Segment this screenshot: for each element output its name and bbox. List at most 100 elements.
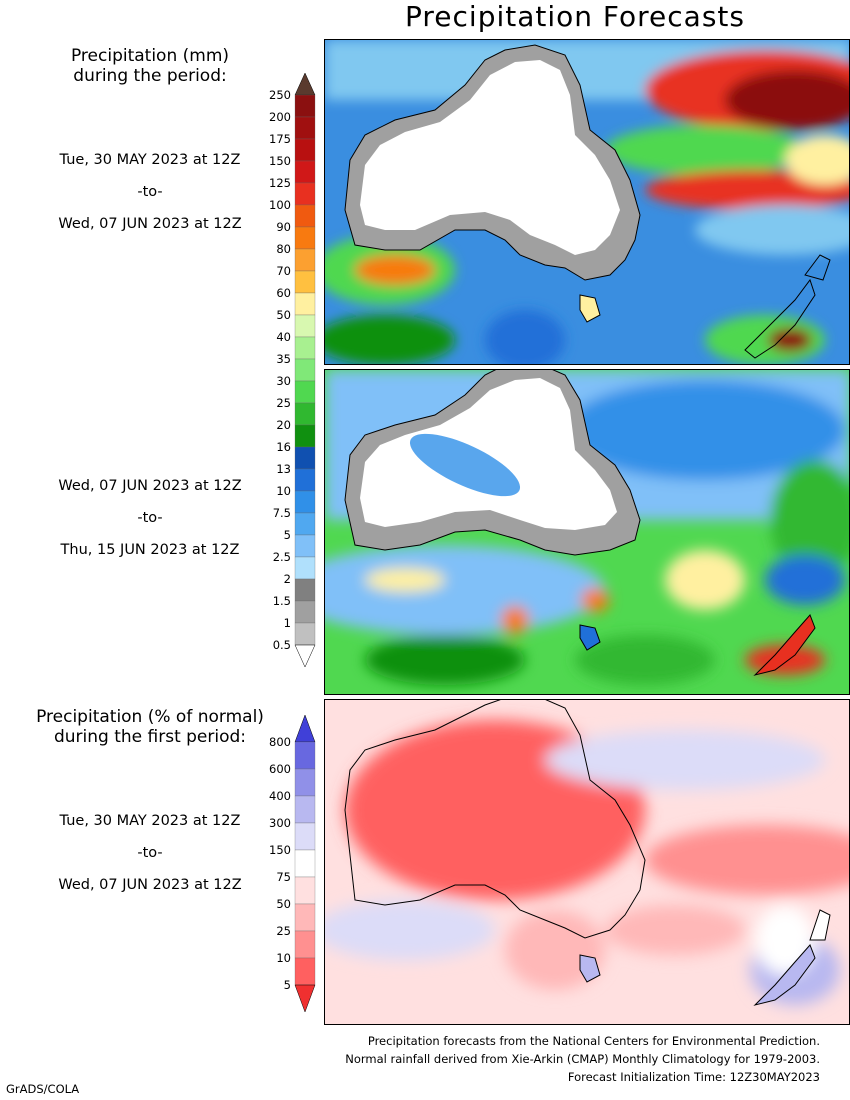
amount-scale-tick-label: 16 xyxy=(276,440,291,454)
anomaly-scale-tick-label: 50 xyxy=(276,897,291,911)
amount-scale-swatch xyxy=(294,336,316,360)
amount-scale-swatch xyxy=(294,402,316,426)
footer-line1: Precipitation forecasts from the Nationa… xyxy=(367,1034,820,1048)
amount-scale-swatch xyxy=(294,468,316,492)
amount-scale-tick-label: 100 xyxy=(269,198,291,212)
anomaly-scale-swatch xyxy=(294,795,316,824)
amount-scale-swatch xyxy=(294,226,316,250)
period-3-start: Tue, 30 MAY 2023 at 12Z xyxy=(59,813,241,829)
amount-scale-tick-label: 50 xyxy=(276,308,291,322)
anomaly-scale-tick-label: 600 xyxy=(269,762,291,776)
amount-colorbar: 2502001751501251009080706050403530252016… xyxy=(269,72,316,668)
amount-scale-swatch xyxy=(294,270,316,294)
amount-scale-swatch xyxy=(294,358,316,382)
amount-scale-tick-label: 1 xyxy=(284,616,291,630)
amount-scale-swatch xyxy=(294,534,316,558)
amount-scale-swatch xyxy=(294,116,316,140)
period-2-label: Wed, 07 JUN 2023 at 12Z -to- Thu, 15 JUN… xyxy=(20,476,280,572)
amount-scale-arrow-top xyxy=(294,72,316,96)
amount-legend-header: Precipitation (mm) during the period: xyxy=(20,46,280,86)
anomaly-scale-tick-label: 25 xyxy=(276,924,291,938)
amount-scale-tick-label: 80 xyxy=(276,242,291,256)
anomaly-scale-tick-label: 75 xyxy=(276,870,291,884)
amount-scale-swatch xyxy=(294,556,316,580)
amount-scale-tick-label: 40 xyxy=(276,330,291,344)
anomaly-scale-tick-label: 300 xyxy=(269,816,291,830)
anomaly-scale-swatch xyxy=(294,903,316,932)
period-2-sep: -to- xyxy=(137,510,163,526)
amount-scale-arrow-bottom xyxy=(294,644,316,668)
anomaly-scale-swatch xyxy=(294,849,316,878)
period-2-start: Wed, 07 JUN 2023 at 12Z xyxy=(58,478,242,494)
amount-scale-swatch xyxy=(294,248,316,272)
map-panel-anomaly xyxy=(324,699,850,1025)
footer-line3: Forecast Initialization Time: 12Z30MAY20… xyxy=(567,1070,820,1084)
amount-scale-tick-label: 20 xyxy=(276,418,291,432)
amount-scale-tick-label: 175 xyxy=(269,132,291,146)
grads-credit: GrADS/COLA xyxy=(6,1082,80,1096)
amount-scale-tick-label: 35 xyxy=(276,352,291,366)
amount-scale-swatch xyxy=(294,160,316,184)
map-panel-period-2 xyxy=(324,369,850,695)
anomaly-scale-tick-label: 800 xyxy=(269,735,291,749)
amount-scale-tick-label: 2 xyxy=(284,572,291,586)
amount-scale-tick-label: 13 xyxy=(276,462,291,476)
period-3-end: Wed, 07 JUN 2023 at 12Z xyxy=(58,877,242,893)
anomaly-scale-swatch xyxy=(294,876,316,905)
amount-scale-swatch xyxy=(294,292,316,316)
amount-scale-tick-label: 2.5 xyxy=(273,550,291,564)
anomaly-scale-arrow-top xyxy=(294,714,316,743)
amount-scale-swatch xyxy=(294,182,316,206)
amount-scale-tick-label: 150 xyxy=(269,154,291,168)
amount-scale-swatch xyxy=(294,512,316,536)
amount-scale-tick-label: 1.5 xyxy=(273,594,291,608)
period-3-label: Tue, 30 MAY 2023 at 12Z -to- Wed, 07 JUN… xyxy=(20,811,280,907)
anomaly-scale-swatch xyxy=(294,930,316,959)
anomaly-scale-swatch xyxy=(294,741,316,770)
amount-scale-swatch xyxy=(294,204,316,228)
amount-header-line2: during the period: xyxy=(73,66,227,86)
footer-notes: Precipitation forecasts from the Nationa… xyxy=(345,1032,820,1086)
amount-header-line1: Precipitation (mm) xyxy=(70,46,230,66)
amount-scale-swatch xyxy=(294,138,316,162)
amount-scale-tick-label: 60 xyxy=(276,286,291,300)
amount-scale-tick-label: 70 xyxy=(276,264,291,278)
amount-scale-tick-label: 200 xyxy=(269,110,291,124)
anomaly-scale-swatch xyxy=(294,822,316,851)
map-panel-period-1 xyxy=(324,39,850,365)
amount-scale-tick-label: 25 xyxy=(276,396,291,410)
amount-scale-tick-label: 0.5 xyxy=(273,638,291,652)
anomaly-scale-swatch xyxy=(294,957,316,986)
amount-scale-tick-label: 10 xyxy=(276,484,291,498)
amount-scale-tick-label: 250 xyxy=(269,88,291,102)
anomaly-scale-tick-label: 150 xyxy=(269,843,291,857)
footer-line2: Normal rainfall derived from Xie-Arkin (… xyxy=(345,1052,820,1066)
amount-scale-tick-label: 5 xyxy=(284,528,291,542)
amount-scale-tick-label: 125 xyxy=(269,176,291,190)
period-1-label: Tue, 30 MAY 2023 at 12Z -to- Wed, 07 JUN… xyxy=(20,150,280,246)
anomaly-scale-arrow-bottom xyxy=(294,984,316,1013)
amount-scale-swatch xyxy=(294,622,316,646)
amount-scale-swatch xyxy=(294,314,316,338)
amount-scale-swatch xyxy=(294,424,316,448)
anomaly-colorbar: 800 600 400 300 150 75 50 25 10 5 xyxy=(269,714,316,1013)
anomaly-scale-swatch xyxy=(294,768,316,797)
amount-scale-swatch xyxy=(294,380,316,404)
anomaly-header-line1: Precipitation (% of normal) xyxy=(36,707,264,727)
amount-scale-swatch xyxy=(294,578,316,602)
amount-scale-tick-label: 90 xyxy=(276,220,291,234)
period-3-sep: -to- xyxy=(137,845,163,861)
anomaly-legend-header: Precipitation (% of normal) during the f… xyxy=(10,707,290,747)
anomaly-scale-tick-label: 5 xyxy=(284,978,291,992)
amount-scale-swatch xyxy=(294,600,316,624)
anomaly-scale-tick-label: 10 xyxy=(276,951,291,965)
amount-scale-swatch xyxy=(294,490,316,514)
period-1-end: Wed, 07 JUN 2023 at 12Z xyxy=(58,216,242,232)
period-1-sep: -to- xyxy=(137,184,163,200)
anomaly-scale-tick-label: 400 xyxy=(269,789,291,803)
amount-scale-tick-label: 30 xyxy=(276,374,291,388)
amount-scale-swatch xyxy=(294,446,316,470)
period-2-end: Thu, 15 JUN 2023 at 12Z xyxy=(60,542,240,558)
anomaly-header-line2: during the first period: xyxy=(53,727,247,747)
amount-scale-swatch xyxy=(294,94,316,118)
